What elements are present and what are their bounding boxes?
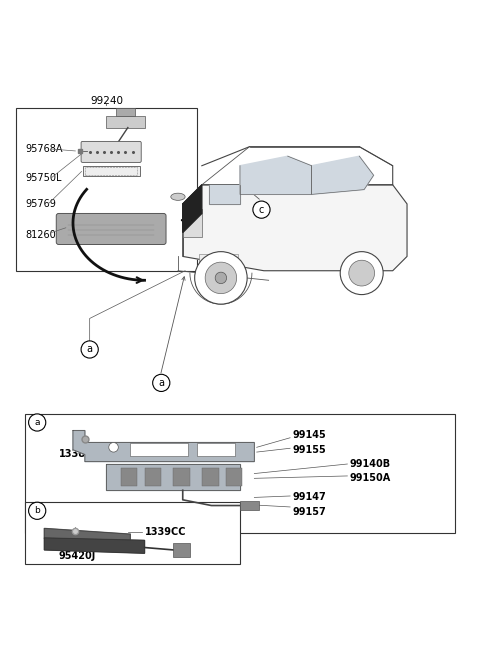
Text: c: c <box>259 205 264 215</box>
Text: 95420J: 95420J <box>59 551 96 561</box>
Circle shape <box>195 252 247 304</box>
Bar <box>183 209 202 237</box>
Circle shape <box>205 262 237 294</box>
Polygon shape <box>183 185 202 233</box>
Circle shape <box>29 502 46 520</box>
Text: 1339CC: 1339CC <box>144 527 186 537</box>
Polygon shape <box>44 538 144 553</box>
Bar <box>173 468 190 487</box>
Polygon shape <box>107 464 240 490</box>
Circle shape <box>153 375 170 392</box>
Bar <box>226 468 242 487</box>
Text: a: a <box>35 418 40 427</box>
Circle shape <box>215 272 227 283</box>
Circle shape <box>253 201 270 218</box>
Text: 95768A: 95768A <box>25 144 63 154</box>
Text: a: a <box>87 344 93 354</box>
Text: 99140B: 99140B <box>350 459 391 469</box>
Bar <box>25 414 455 533</box>
Circle shape <box>109 443 118 452</box>
Circle shape <box>349 260 374 286</box>
Polygon shape <box>183 185 407 271</box>
Bar <box>116 108 135 115</box>
Text: 95750L: 95750L <box>25 173 62 182</box>
Bar <box>85 167 137 174</box>
Polygon shape <box>240 156 312 194</box>
Bar <box>25 502 240 564</box>
Text: 81260B: 81260B <box>25 230 63 240</box>
Polygon shape <box>312 156 373 194</box>
Text: b: b <box>34 506 40 515</box>
Bar <box>16 108 197 271</box>
Text: 99147: 99147 <box>292 493 326 502</box>
Text: 1338AC: 1338AC <box>59 449 100 459</box>
Polygon shape <box>209 185 240 204</box>
Circle shape <box>81 341 98 358</box>
Bar <box>107 115 144 127</box>
Bar <box>144 468 161 487</box>
Polygon shape <box>44 529 130 544</box>
Bar <box>197 443 235 456</box>
Ellipse shape <box>171 193 185 200</box>
Polygon shape <box>73 430 254 462</box>
Bar <box>83 166 140 176</box>
Bar <box>120 468 137 487</box>
FancyBboxPatch shape <box>56 213 166 245</box>
Circle shape <box>340 252 383 295</box>
Bar <box>240 501 259 510</box>
Text: 99150A: 99150A <box>350 474 391 483</box>
Text: 99155: 99155 <box>292 445 326 455</box>
Text: a: a <box>158 378 164 388</box>
Bar <box>202 468 218 487</box>
Bar <box>173 543 190 557</box>
Bar <box>199 254 238 266</box>
Bar <box>130 443 188 456</box>
Text: 95769: 95769 <box>25 199 56 209</box>
FancyBboxPatch shape <box>81 142 141 163</box>
Text: 99145: 99145 <box>292 430 326 440</box>
Circle shape <box>29 414 46 431</box>
Text: 99157: 99157 <box>292 506 326 517</box>
Text: 99240: 99240 <box>90 96 123 106</box>
